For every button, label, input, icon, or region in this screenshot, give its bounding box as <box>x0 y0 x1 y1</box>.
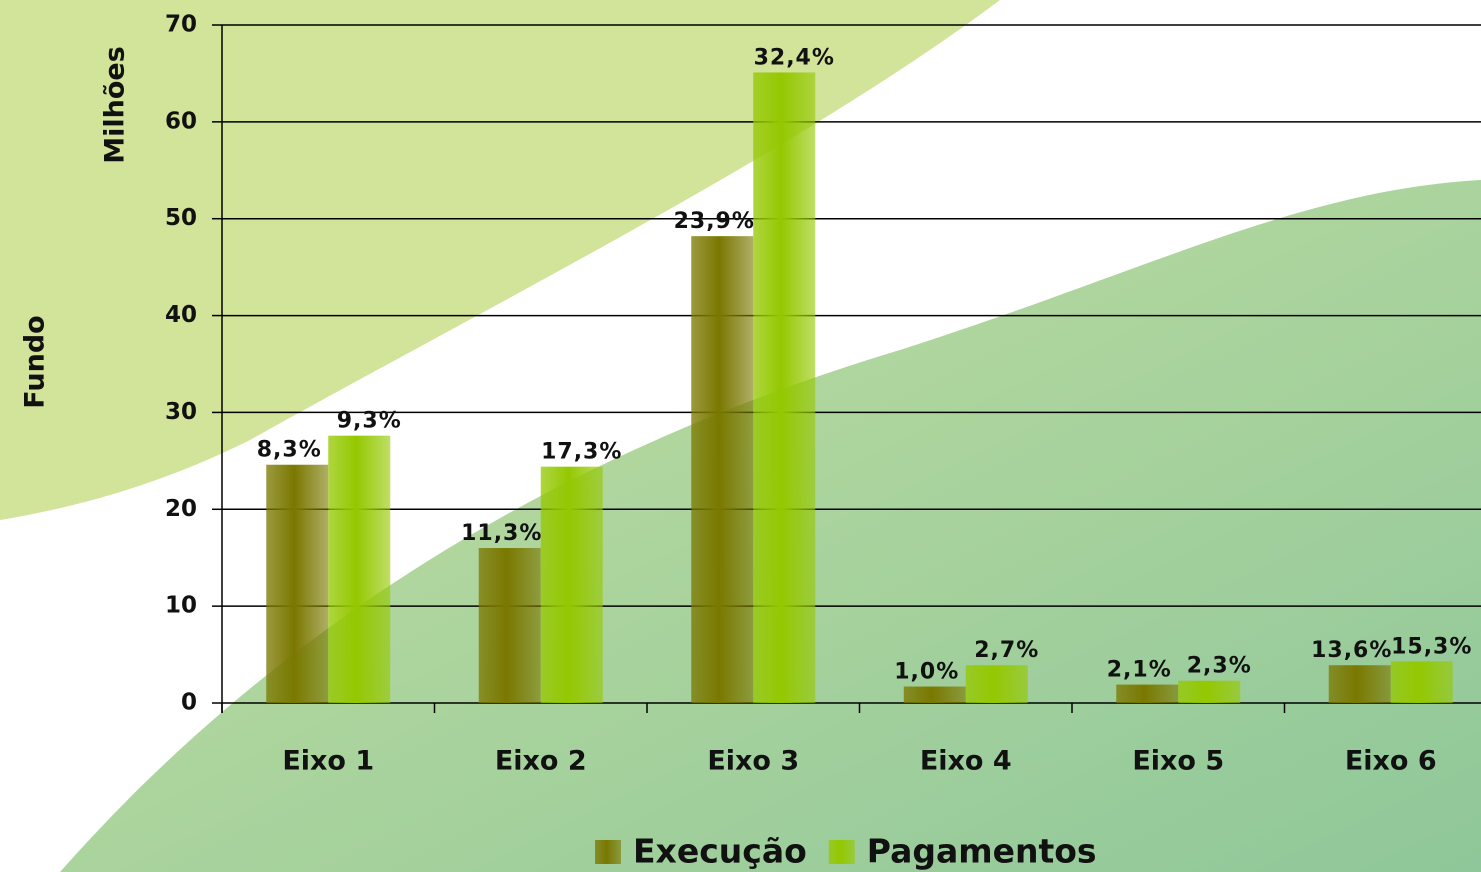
x-tick-label: Eixo 6 <box>1345 746 1437 777</box>
x-tick-label: Eixo 2 <box>495 746 587 777</box>
share-label: 32,4% <box>754 45 835 70</box>
share-label: 2,1% <box>1107 658 1172 683</box>
x-tick-label: Eixo 3 <box>707 746 799 777</box>
share-label: 11,3% <box>461 521 542 546</box>
y-axis-label: Fundo <box>20 315 51 408</box>
x-tick-label: Eixo 1 <box>282 746 374 777</box>
share-label: 17,3% <box>541 440 622 465</box>
bar <box>1390 661 1453 703</box>
share-label: 13,6% <box>1311 638 1392 663</box>
y-tick-label: 70 <box>165 12 197 38</box>
y-tick-label: 0 <box>181 690 197 716</box>
share-label: 1,0% <box>894 660 959 685</box>
share-label: 8,3% <box>257 438 322 463</box>
y-tick-label: 60 <box>165 108 197 134</box>
bar <box>753 72 816 703</box>
share-label: 23,9% <box>674 209 755 234</box>
bar <box>1178 680 1241 703</box>
bar <box>540 466 603 703</box>
y-tick-label: 20 <box>165 496 197 522</box>
y-unit: Milhões <box>100 46 131 164</box>
bar <box>965 665 1028 703</box>
bar <box>1116 684 1179 703</box>
x-tick-label: Eixo 4 <box>920 746 1012 777</box>
share-label: 9,3% <box>337 409 402 434</box>
y-tick-label: 40 <box>165 302 197 328</box>
bar <box>328 435 391 703</box>
bar <box>691 236 754 704</box>
y-tick-label: 50 <box>165 205 197 231</box>
share-label: 2,7% <box>974 638 1039 663</box>
share-label: 2,3% <box>1187 654 1252 679</box>
bar <box>1328 665 1391 703</box>
x-tick-label: Eixo 5 <box>1132 746 1224 777</box>
swoosh-top <box>0 0 1000 520</box>
legend-label: Execução <box>633 832 807 871</box>
y-tick-label: 30 <box>165 399 197 425</box>
legend-swatch <box>828 840 855 864</box>
bar <box>478 548 541 703</box>
legend-swatch <box>595 840 621 864</box>
y-tick-label: 10 <box>165 593 197 619</box>
share-label: 15,3% <box>1391 634 1472 659</box>
bar <box>266 464 329 703</box>
bar <box>903 686 966 703</box>
legend-label: Pagamentos <box>867 832 1097 871</box>
